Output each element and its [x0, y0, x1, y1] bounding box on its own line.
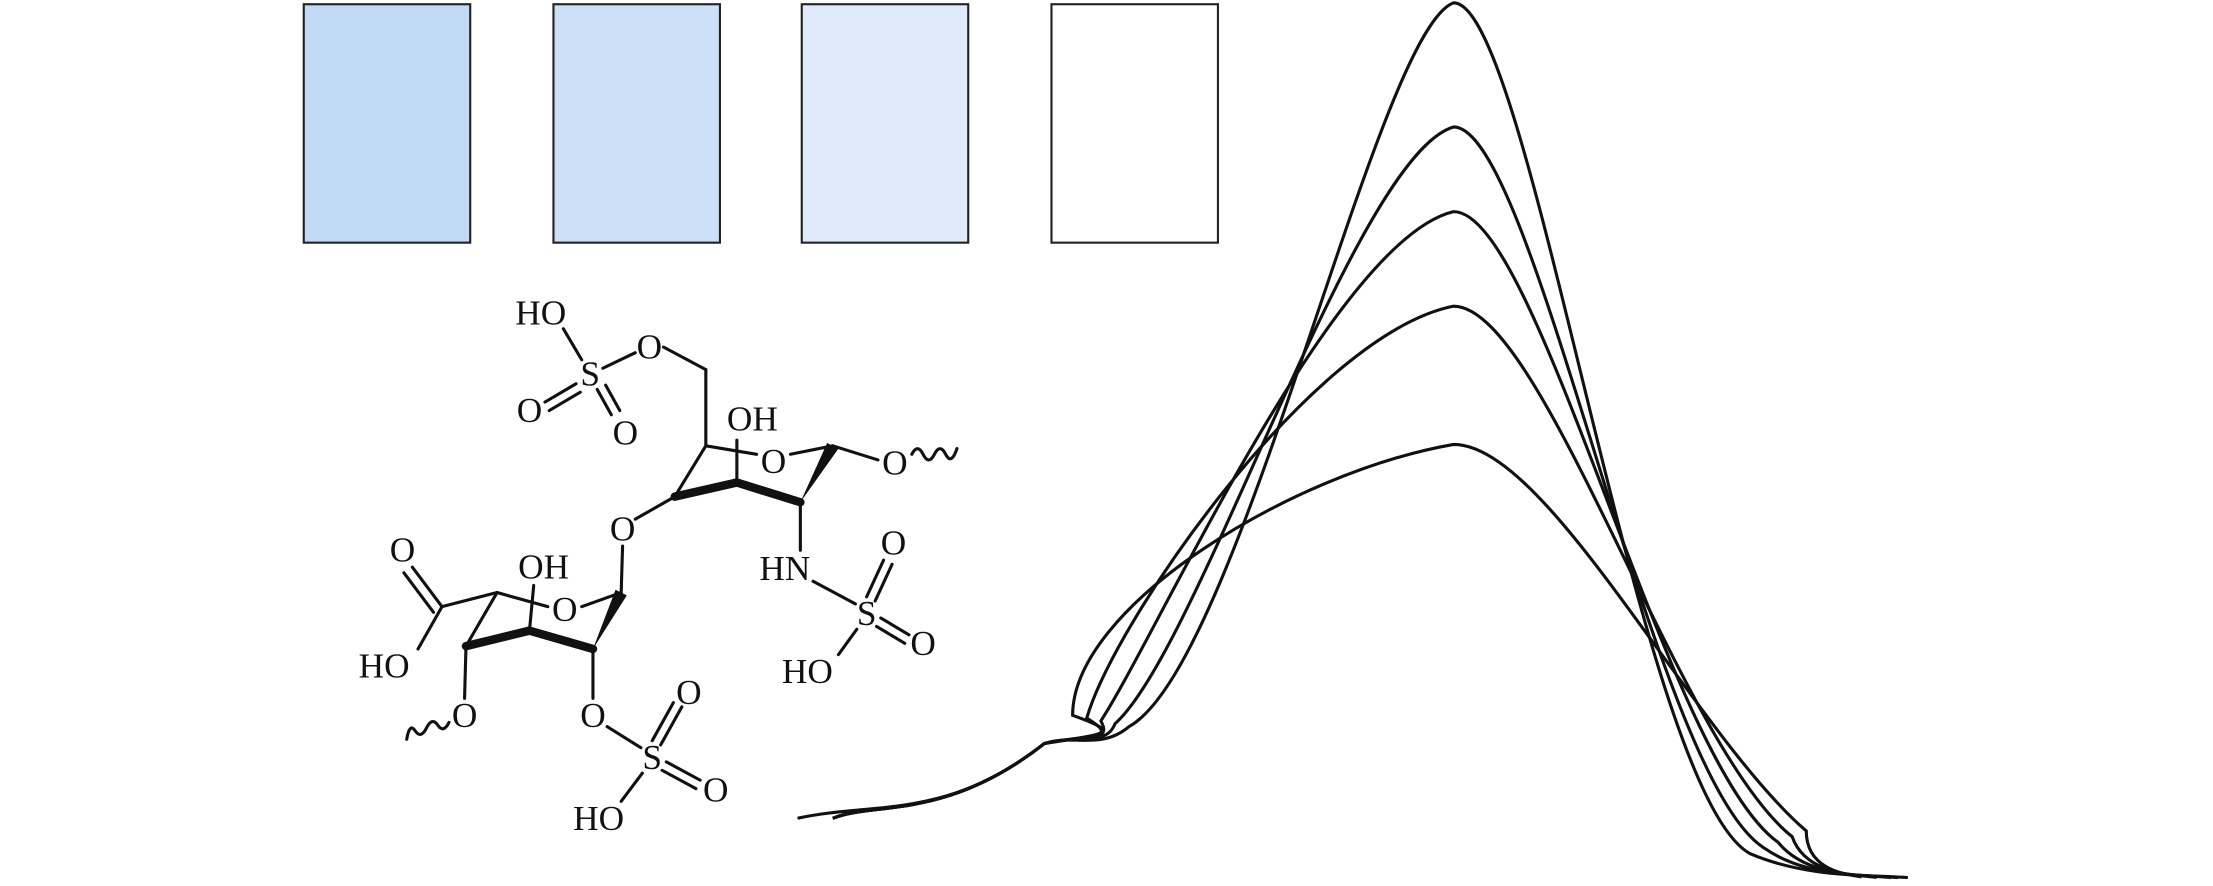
swatch — [1050, 3, 1220, 244]
atom-label: HO — [782, 652, 833, 691]
atom-label: HN — [759, 549, 810, 588]
atom-label: O — [761, 442, 786, 481]
atom-label: O — [882, 443, 907, 482]
spectra — [797, 1, 1908, 880]
atom-label: O — [703, 771, 728, 810]
chemical-structure — [402, 327, 959, 803]
atom-label: O — [637, 328, 662, 367]
swatch — [302, 3, 472, 244]
atom-label: O — [881, 524, 906, 563]
atom-label: HO — [573, 799, 624, 838]
atom-label: S — [642, 738, 662, 777]
atom-label: O — [517, 391, 542, 430]
atom-label: S — [857, 594, 877, 633]
atom-label: O — [580, 696, 605, 735]
atom-label: O — [610, 510, 635, 549]
swatch — [800, 3, 970, 244]
spectrum-curve — [832, 125, 1899, 880]
atom-label: O — [452, 696, 477, 735]
color-swatches — [302, 3, 1220, 244]
atom-label: O — [910, 624, 935, 663]
atom-label: OH — [518, 548, 569, 587]
swatch — [552, 3, 721, 244]
atom-label: O — [552, 590, 577, 629]
atom-label: HO — [515, 294, 566, 333]
atom-label: S — [580, 354, 600, 393]
spectrum-curve — [832, 442, 1865, 880]
atom-label: O — [613, 414, 638, 453]
atom-label: O — [676, 673, 701, 712]
atom-label: HO — [359, 646, 410, 685]
atom-label: OH — [727, 400, 778, 439]
atom-label: O — [390, 531, 415, 570]
